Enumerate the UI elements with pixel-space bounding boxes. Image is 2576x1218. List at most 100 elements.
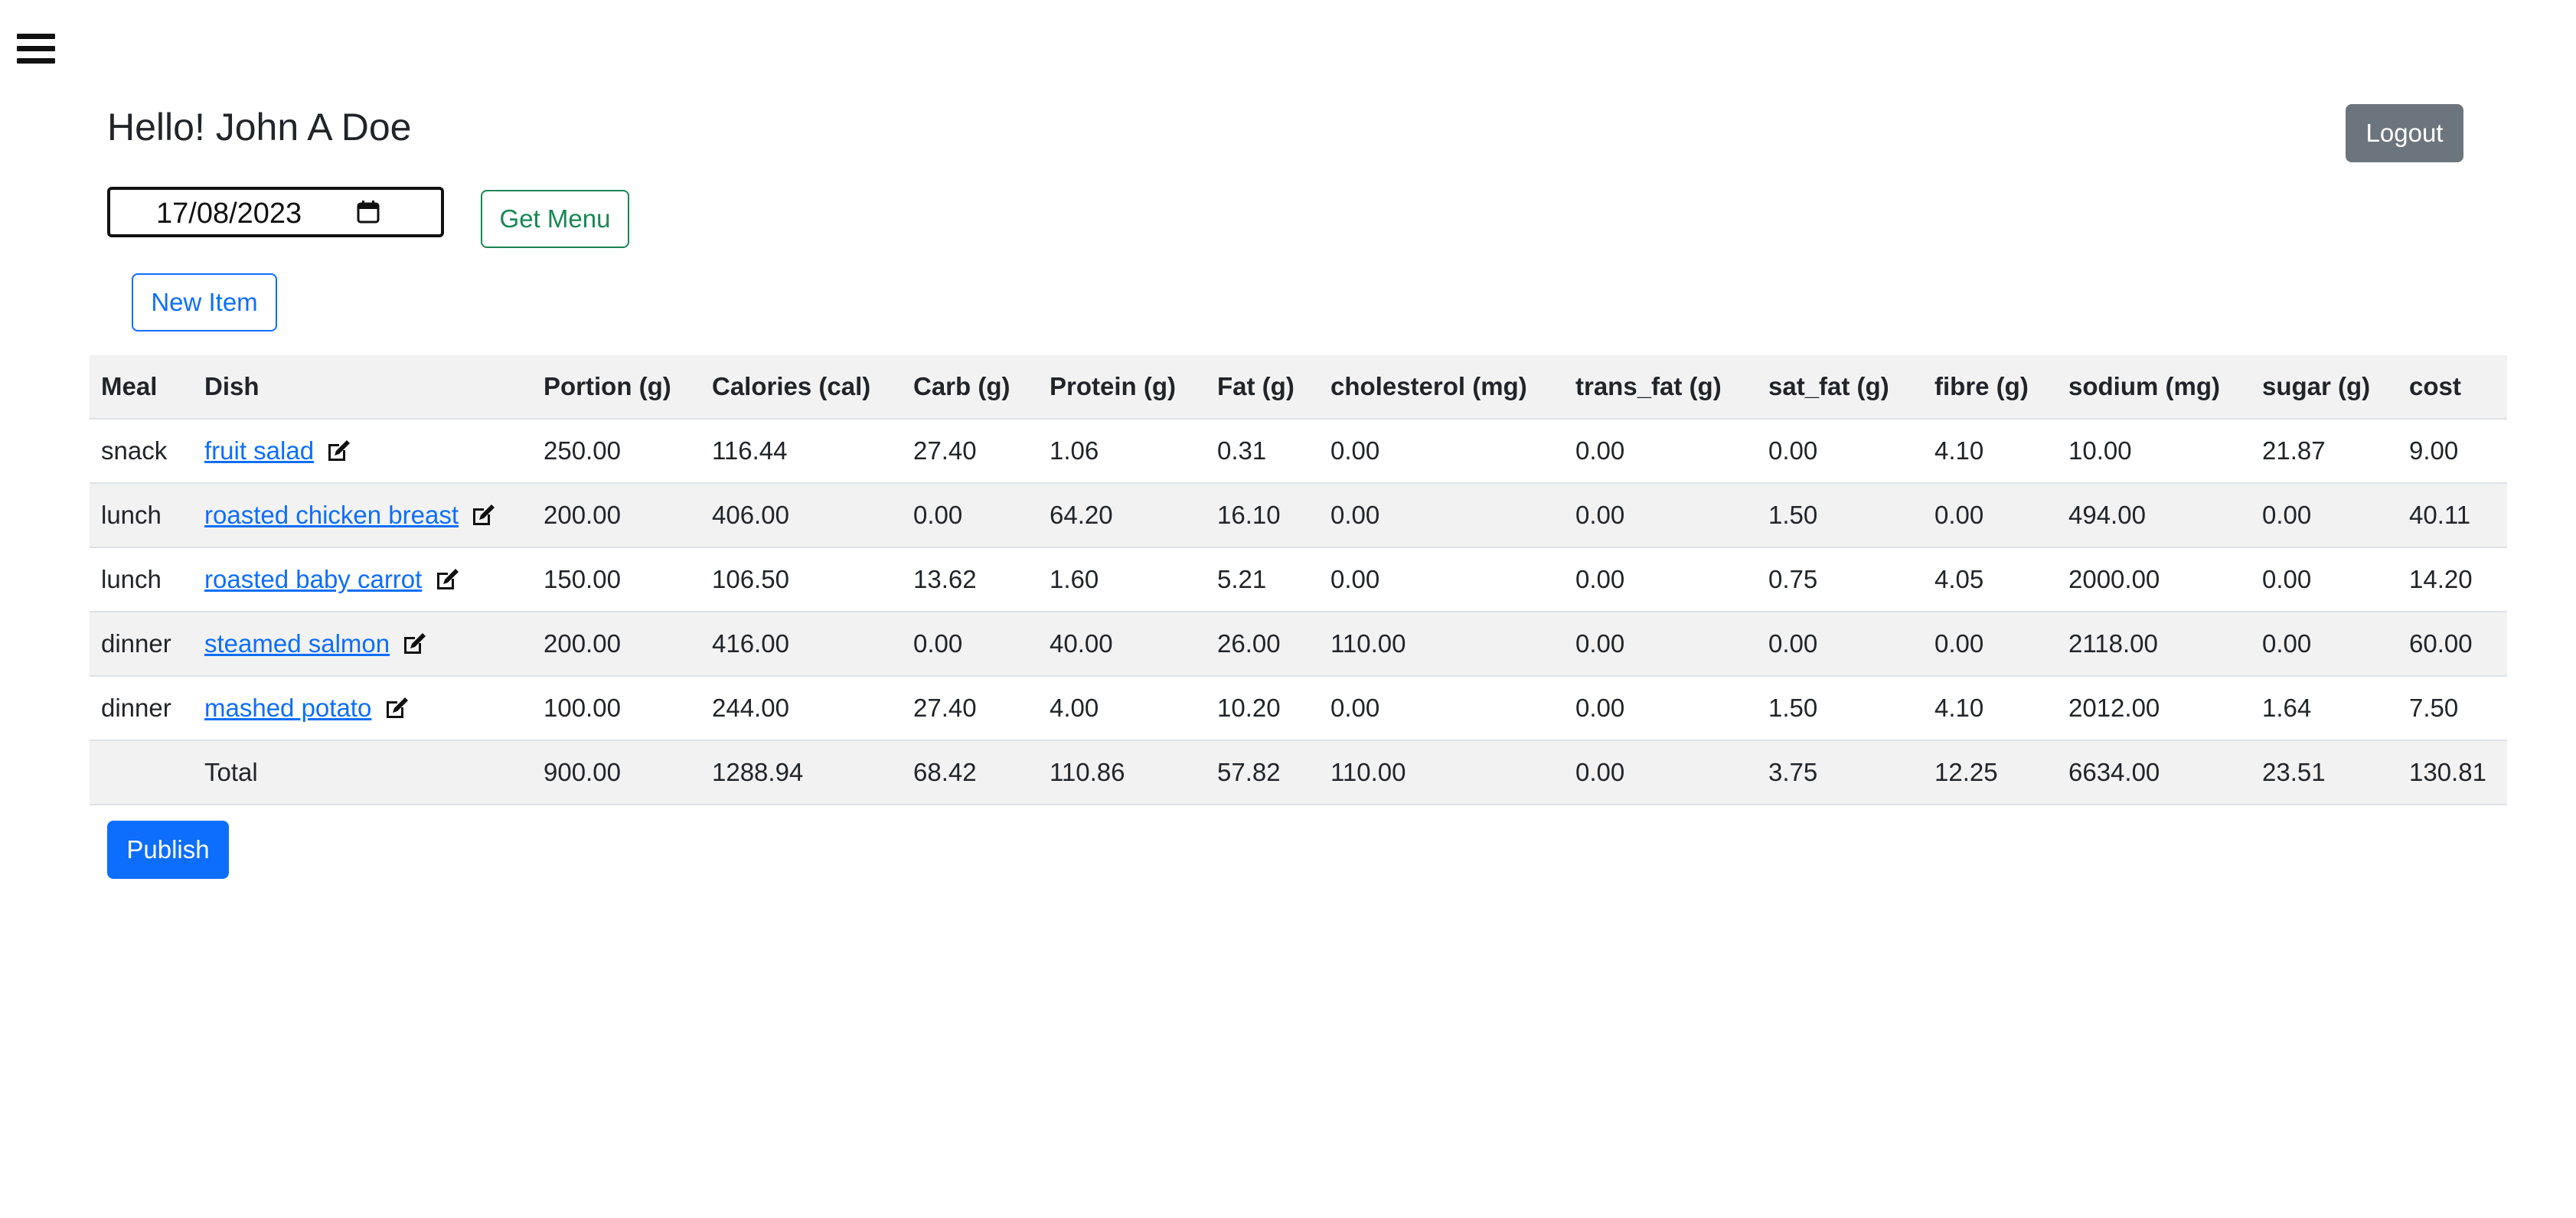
column-header: Portion (g)	[532, 355, 700, 420]
dish-cell: steamed salmon	[193, 612, 532, 677]
meal-cell: lunch	[90, 547, 193, 612]
edit-icon[interactable]	[470, 502, 496, 527]
column-header: cholesterol (mg)	[1319, 355, 1564, 420]
value-cell: 0.00	[902, 612, 1038, 677]
total-cell: 1288.94	[700, 740, 902, 805]
edit-icon[interactable]	[384, 695, 410, 720]
value-cell: 100.00	[532, 676, 700, 741]
table-row: lunch roasted baby carrot 150.00 106.50 …	[90, 547, 2507, 612]
column-header: sugar (g)	[2251, 355, 2398, 420]
value-cell: 4.00	[1038, 676, 1206, 741]
edit-icon[interactable]	[434, 567, 460, 591]
value-cell: 14.20	[2398, 547, 2507, 612]
total-cell: 0.00	[1564, 740, 1757, 805]
dish-cell: roasted chicken breast	[193, 483, 532, 548]
value-cell: 0.31	[1206, 419, 1319, 484]
value-cell: 0.00	[1319, 483, 1564, 548]
value-cell: 110.00	[1319, 612, 1564, 677]
value-cell: 4.05	[1923, 547, 2057, 612]
total-cell: 130.81	[2398, 740, 2507, 805]
dish-link[interactable]: roasted baby carrot	[204, 565, 423, 593]
value-cell: 1.64	[2251, 676, 2398, 741]
value-cell: 0.00	[1564, 676, 1757, 741]
value-cell: 116.44	[700, 419, 902, 484]
value-cell: 5.21	[1206, 547, 1319, 612]
value-cell: 9.00	[2398, 419, 2507, 484]
menu-table: Meal Dish Portion (g) Calories (cal) Car…	[90, 355, 2507, 805]
value-cell: 2118.00	[2057, 612, 2251, 677]
date-value: 17/08/2023	[156, 198, 302, 230]
value-cell: 40.00	[1038, 612, 1206, 677]
value-cell: 150.00	[532, 547, 700, 612]
value-cell: 2000.00	[2057, 547, 2251, 612]
value-cell: 494.00	[2057, 483, 2251, 548]
dish-cell: roasted baby carrot	[193, 547, 532, 612]
value-cell: 106.50	[700, 547, 902, 612]
meal-cell: lunch	[90, 483, 193, 548]
edit-icon[interactable]	[401, 631, 427, 655]
value-cell: 416.00	[700, 612, 902, 677]
value-cell: 0.00	[902, 483, 1038, 548]
value-cell: 10.20	[1206, 676, 1319, 741]
table-row: lunch roasted chicken breast 200.00 406.…	[90, 483, 2507, 548]
value-cell: 21.87	[2251, 419, 2398, 484]
value-cell: 0.00	[1564, 483, 1757, 548]
meal-cell: dinner	[90, 612, 193, 677]
get-menu-button[interactable]: Get Menu	[481, 190, 629, 248]
value-cell: 0.00	[1319, 419, 1564, 484]
value-cell: 0.00	[2251, 612, 2398, 677]
meal-cell: dinner	[90, 676, 193, 741]
dish-link[interactable]: steamed salmon	[204, 629, 390, 658]
column-header: trans_fat (g)	[1564, 355, 1757, 420]
value-cell: 244.00	[700, 676, 902, 741]
column-header: cost	[2398, 355, 2507, 420]
value-cell: 200.00	[532, 612, 700, 677]
column-header: Carb (g)	[902, 355, 1038, 420]
column-header: Dish	[193, 355, 532, 420]
value-cell: 26.00	[1206, 612, 1319, 677]
dish-link[interactable]: roasted chicken breast	[204, 501, 459, 529]
total-cell: 57.82	[1206, 740, 1319, 805]
total-row: Total 900.00 1288.94 68.42 110.86 57.82 …	[90, 740, 2507, 805]
edit-icon[interactable]	[325, 438, 351, 462]
value-cell: 13.62	[902, 547, 1038, 612]
dish-link[interactable]: fruit salad	[204, 436, 315, 465]
value-cell: 1.06	[1038, 419, 1206, 484]
total-label: Total	[193, 740, 532, 805]
dish-link[interactable]: mashed potato	[204, 694, 372, 722]
total-cell: 23.51	[2251, 740, 2398, 805]
value-cell: 0.00	[1564, 419, 1757, 484]
hamburger-menu-icon[interactable]	[17, 31, 55, 66]
value-cell: 40.11	[2398, 483, 2507, 548]
total-cell: 68.42	[902, 740, 1038, 805]
table-header-row: Meal Dish Portion (g) Calories (cal) Car…	[90, 355, 2507, 420]
new-item-button[interactable]: New Item	[132, 273, 277, 331]
dish-cell: fruit salad	[193, 419, 532, 484]
value-cell: 0.00	[1923, 483, 2057, 548]
publish-button[interactable]: Publish	[107, 821, 229, 879]
value-cell: 27.40	[902, 676, 1038, 741]
value-cell: 4.10	[1923, 676, 2057, 741]
value-cell: 0.00	[1757, 419, 1923, 484]
calendar-icon[interactable]	[357, 201, 380, 224]
value-cell: 406.00	[700, 483, 902, 548]
value-cell: 0.00	[1923, 612, 2057, 677]
value-cell: 16.10	[1206, 483, 1319, 548]
value-cell: 0.00	[1319, 547, 1564, 612]
value-cell: 0.00	[1757, 612, 1923, 677]
logout-button[interactable]: Logout	[2346, 104, 2463, 162]
value-cell: 250.00	[532, 419, 700, 484]
date-input[interactable]: 17/08/2023	[107, 187, 444, 237]
total-cell: 12.25	[1923, 740, 2057, 805]
value-cell: 0.00	[1564, 612, 1757, 677]
table-row: dinner mashed potato 100.00 244.00 27.40…	[90, 676, 2507, 741]
value-cell: 2012.00	[2057, 676, 2251, 741]
value-cell: 7.50	[2398, 676, 2507, 741]
value-cell: 60.00	[2398, 612, 2507, 677]
value-cell: 27.40	[902, 419, 1038, 484]
total-cell: 3.75	[1757, 740, 1923, 805]
column-header: fibre (g)	[1923, 355, 2057, 420]
dish-cell: mashed potato	[193, 676, 532, 741]
value-cell: 1.50	[1757, 676, 1923, 741]
value-cell: 0.00	[1564, 547, 1757, 612]
